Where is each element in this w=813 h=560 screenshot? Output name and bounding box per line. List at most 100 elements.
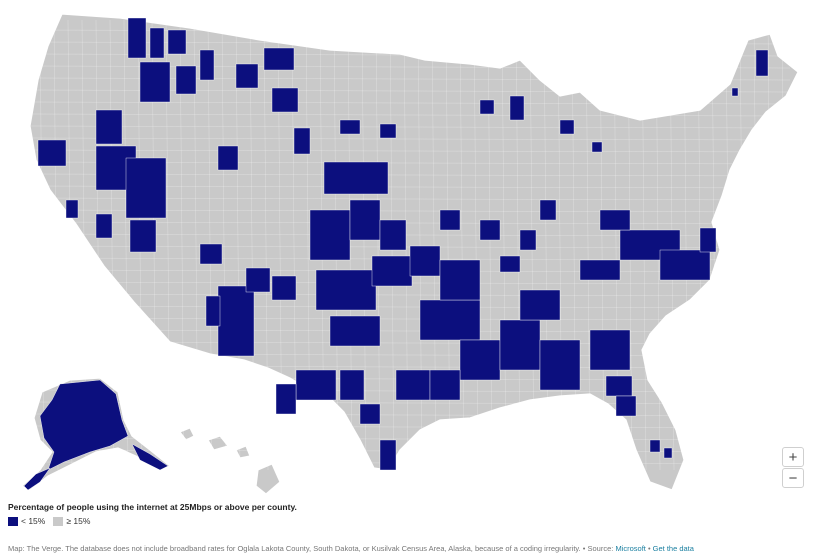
county-low [199, 49, 215, 81]
zoom-out-button[interactable]: − [782, 468, 804, 488]
county-low [479, 219, 501, 241]
county-grid-line [543, 19, 549, 471]
county-low [295, 369, 337, 401]
county-grid-line [179, 19, 185, 471]
county-grid-line [29, 341, 791, 345]
county-low [755, 49, 769, 77]
county-low [329, 315, 381, 347]
us-county-map[interactable] [0, 0, 813, 500]
county-low [559, 119, 575, 135]
county-grid-line [235, 19, 241, 471]
county-low [199, 243, 223, 265]
county-low [731, 87, 739, 97]
county-low [235, 63, 259, 89]
county-low [175, 65, 197, 95]
county-grid-line [501, 19, 507, 471]
footer-text: Map: The Verge. The database does not in… [8, 544, 616, 553]
legend-swatch-low [8, 516, 18, 526]
county-low [419, 299, 481, 341]
legend-item-high: ≥ 15% [53, 516, 90, 526]
county-low [649, 439, 661, 453]
county-grid-line [557, 19, 563, 471]
county-low [217, 145, 239, 171]
legend-label-low: < 15% [21, 516, 46, 526]
legend-swatch-high [53, 516, 64, 526]
county-grid-line [29, 437, 791, 441]
county-low [379, 123, 397, 139]
county-grid-line [193, 19, 199, 471]
get-data-link[interactable]: Get the data [652, 544, 694, 553]
county-low [509, 95, 525, 121]
county-low [591, 141, 603, 153]
county-low [339, 119, 361, 135]
county-low [479, 99, 495, 115]
county-grid-line [683, 19, 689, 471]
county-grid-line [725, 19, 731, 471]
county-low [539, 199, 557, 221]
county-grid-line [29, 125, 791, 129]
county-grid-line [29, 101, 791, 105]
county-low [315, 269, 377, 311]
county-low [539, 339, 581, 391]
county-low [439, 209, 461, 231]
county-low [459, 339, 501, 381]
source-link[interactable]: Microsoft [615, 544, 646, 553]
county-grid-line [753, 19, 759, 471]
county-low [217, 285, 255, 357]
zoom-in-button[interactable]: + [782, 447, 804, 467]
county-low [263, 47, 295, 71]
county-grid-line [263, 19, 269, 471]
legend-label-high: ≥ 15% [66, 516, 91, 526]
county-low [139, 61, 171, 103]
low-usage-counties [23, 17, 769, 491]
county-grid-line [29, 137, 791, 141]
county-low [395, 369, 431, 401]
county-low [379, 439, 397, 471]
county-grid-line [375, 19, 381, 471]
footer-credits: Map: The Verge. The database does not in… [8, 544, 694, 553]
county-low [127, 17, 147, 59]
county-grid-line [571, 19, 577, 471]
county-grid-line [39, 19, 45, 471]
county-grid-line [29, 329, 791, 333]
county-low [359, 403, 381, 425]
county-low [167, 29, 187, 55]
county-low [339, 369, 365, 401]
legend: < 15% ≥ 15% [8, 516, 98, 526]
county-grid-line [29, 293, 791, 297]
county-low [37, 139, 67, 167]
county-grid-line [781, 19, 787, 471]
county-low [409, 245, 441, 277]
county-grid-line [459, 19, 465, 471]
county-low [271, 275, 297, 301]
county-grid-line [29, 401, 791, 405]
county-low [371, 255, 413, 287]
footer-separator: • [645, 544, 653, 553]
county-low [149, 27, 165, 59]
county-grid-line [515, 19, 521, 471]
county-grid-line [585, 19, 591, 471]
hawaii-islands [179, 427, 281, 495]
county-choropleth-svg [20, 13, 799, 495]
county-grid-line [599, 19, 605, 471]
county-low [605, 375, 633, 397]
county-grid-line [29, 449, 791, 453]
county-low [95, 109, 123, 145]
county-grid-line [29, 113, 791, 117]
county-low [439, 259, 481, 301]
county-low [499, 319, 541, 371]
county-low [323, 161, 389, 195]
county-low [275, 383, 297, 415]
county-low [39, 379, 129, 471]
county-low [699, 227, 717, 253]
county-low [309, 209, 351, 261]
county-grid-line [473, 19, 479, 471]
county-grid-line [487, 19, 493, 471]
county-low [271, 87, 299, 113]
county-low [579, 259, 621, 281]
county-low [429, 369, 461, 401]
county-grid-line [221, 19, 227, 471]
county-low [519, 229, 537, 251]
county-low [131, 443, 169, 471]
county-grid-line [29, 425, 791, 429]
